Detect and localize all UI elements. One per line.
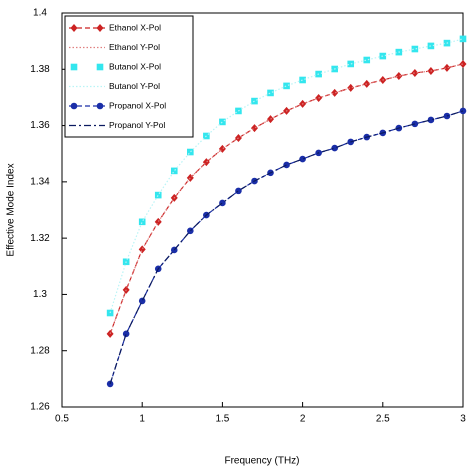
x-tick-label: 1.5 xyxy=(215,414,229,425)
marker xyxy=(218,144,226,153)
marker xyxy=(154,191,162,199)
legend-label: Propanol Y-Pol xyxy=(109,120,165,130)
series-line xyxy=(109,38,464,314)
marker xyxy=(347,60,355,68)
marker xyxy=(427,42,435,50)
marker xyxy=(283,82,290,90)
marker xyxy=(347,83,355,92)
y-tick-label: 1.4 xyxy=(33,8,47,19)
plot-frame xyxy=(61,12,464,408)
marker xyxy=(187,148,194,156)
legend-marker xyxy=(70,102,78,110)
legend-marker xyxy=(96,102,104,110)
marker xyxy=(122,330,130,338)
marker xyxy=(267,89,274,97)
marker xyxy=(138,297,146,305)
legend-label: Butanol Y-Pol xyxy=(109,81,160,91)
marker xyxy=(331,144,338,152)
y-tick-label: 1.34 xyxy=(30,176,50,187)
y-tick-label: 1.26 xyxy=(30,402,50,413)
marker xyxy=(299,76,306,84)
x-tick-label: 2.5 xyxy=(376,414,390,425)
y-tick-label: 1.3 xyxy=(33,289,47,300)
legend-marker xyxy=(96,63,104,71)
x-tick-label: 0.5 xyxy=(55,414,69,425)
legend-box xyxy=(64,15,194,138)
y-axis-label: Effective Mode Index xyxy=(6,163,17,256)
y-tick-label: 1.36 xyxy=(30,120,50,131)
legend-marker xyxy=(96,24,104,32)
y-tick-label: 1.38 xyxy=(30,64,50,75)
marker xyxy=(138,245,146,254)
legend-label: Ethanol Y-Pol xyxy=(109,42,160,52)
series-line xyxy=(109,63,464,335)
legend-label: Ethanol X-Pol xyxy=(109,22,161,32)
marker xyxy=(459,35,467,43)
marker xyxy=(331,88,339,97)
legend-marker xyxy=(70,63,78,71)
marker xyxy=(138,218,146,226)
marker xyxy=(283,161,290,169)
marker xyxy=(187,227,194,235)
marker xyxy=(250,124,258,133)
marker xyxy=(154,217,162,226)
x-tick-label: 2 xyxy=(300,414,306,425)
marker xyxy=(427,116,435,124)
marker xyxy=(106,309,114,317)
marker xyxy=(363,56,371,64)
series-line xyxy=(109,110,464,385)
marker xyxy=(411,45,419,53)
marker xyxy=(170,167,178,175)
legend-label: Butanol X-Pol xyxy=(109,61,161,71)
marker xyxy=(459,59,467,68)
marker xyxy=(106,380,114,388)
series-line xyxy=(109,110,464,385)
marker xyxy=(395,72,403,81)
legend-marker xyxy=(70,24,78,32)
marker xyxy=(411,68,419,77)
marker xyxy=(235,187,242,195)
y-tick-label: 1.28 xyxy=(30,345,50,356)
marker xyxy=(411,120,419,128)
legend-label: Propanol X-Pol xyxy=(109,100,166,110)
x-tick-label: 3 xyxy=(460,414,466,425)
x-tick-label: 1 xyxy=(139,414,145,425)
x-axis-label: Frequency (THz) xyxy=(224,456,299,467)
marker xyxy=(299,155,306,163)
y-tick-label: 1.32 xyxy=(30,233,50,244)
marker xyxy=(219,118,226,126)
marker xyxy=(459,107,467,115)
marker xyxy=(443,63,451,72)
